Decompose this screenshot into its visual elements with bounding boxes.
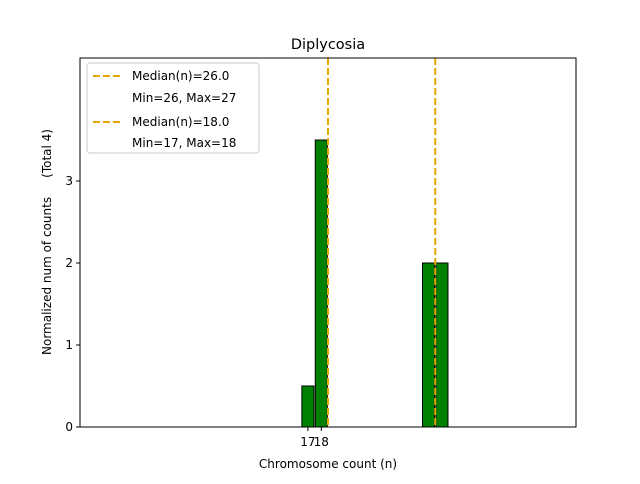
plot-frame <box>79 57 577 428</box>
legend-label-range-2: Min=17, Max=18 <box>132 136 236 150</box>
bar-n-17 <box>301 385 315 428</box>
x-axis-label: Chromosome count (n) <box>259 457 397 471</box>
y-tick-label: 0 <box>65 420 73 434</box>
y-axis: 0 1 2 3 <box>65 174 80 434</box>
legend-label-median-1: Median(n)=26.0 <box>132 69 229 83</box>
bar-n-27 <box>435 262 449 428</box>
y-tick-label: 3 <box>65 174 73 188</box>
x-tick-label: 18 <box>314 435 329 449</box>
y-axis-label: Normalized num of counts (Total 4) <box>40 129 54 355</box>
y-tick-label: 2 <box>65 256 73 270</box>
bars-layer <box>80 139 503 428</box>
legend-label-range-1: Min=26, Max=27 <box>132 91 236 105</box>
legend: Median(n)=26.0 Min=26, Max=27 Median(n)=… <box>86 62 260 154</box>
bar-n-26 <box>422 262 436 428</box>
legend-frame <box>86 62 260 154</box>
median-lines-layer <box>327 58 437 427</box>
x-tick-label: 17 <box>300 435 315 449</box>
chart-title: Diplycosia <box>291 37 365 53</box>
bar-n-18 <box>314 139 328 428</box>
legend-label-median-2: Median(n)=18.0 <box>132 115 229 129</box>
y-tick-label: 1 <box>65 338 73 352</box>
